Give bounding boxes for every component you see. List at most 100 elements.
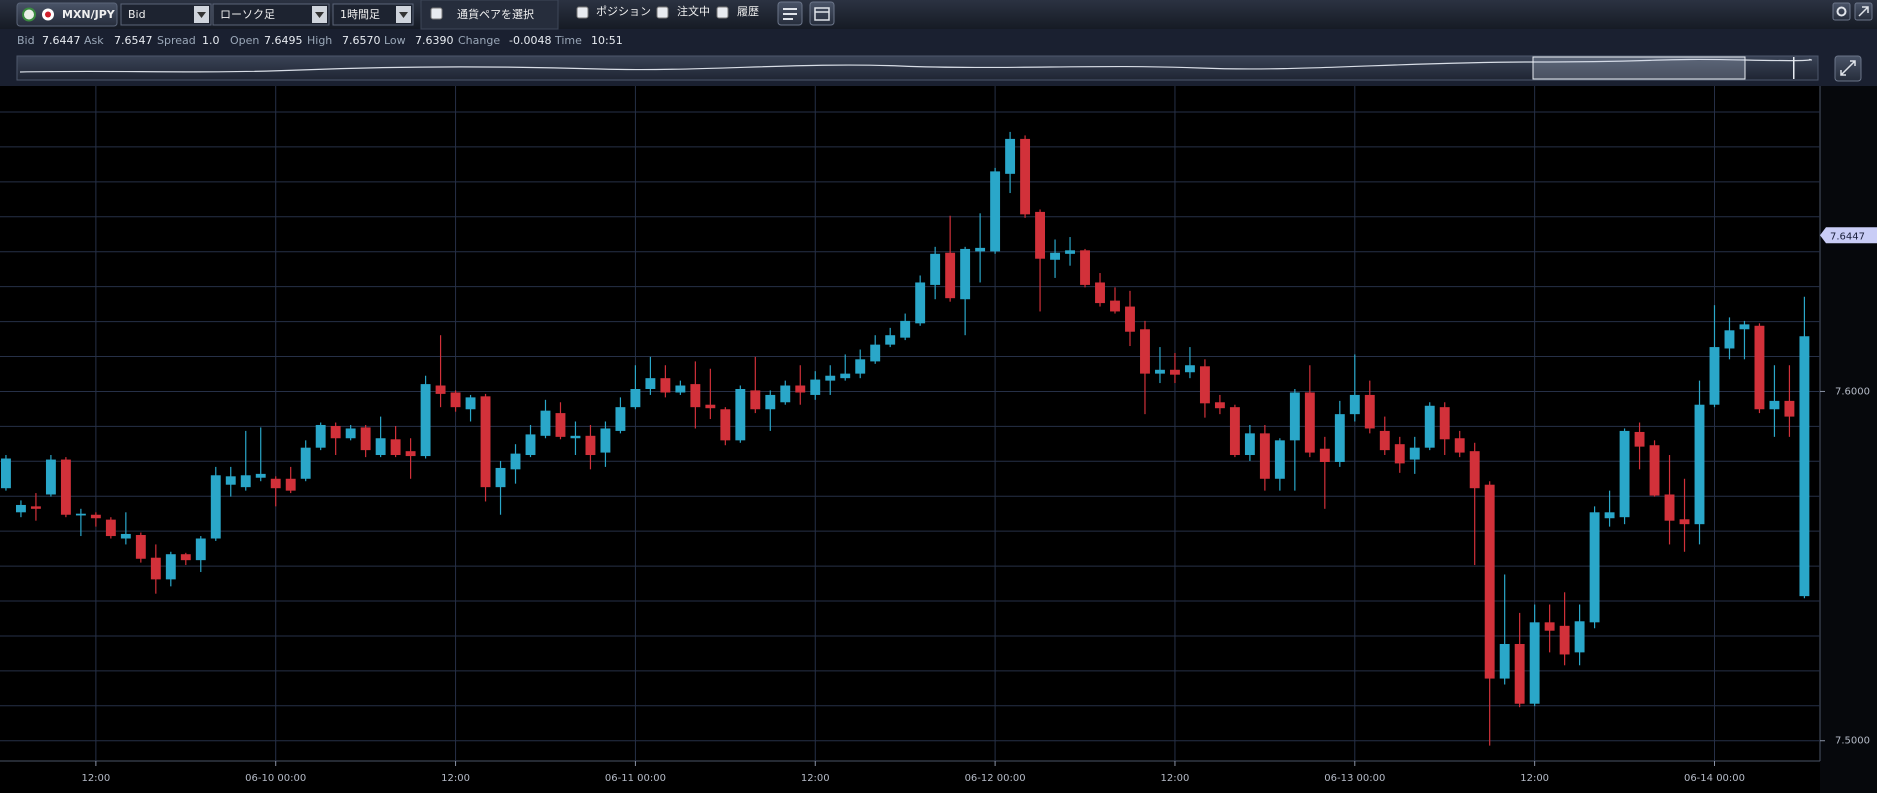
icon xyxy=(814,7,830,21)
candle-body xyxy=(1229,407,1240,456)
candle-body xyxy=(135,535,146,559)
quote-bar: Bid 7.6447 Ask 7.6547 Spread 1.0 Open 7.6495 Hig… xyxy=(17,34,623,47)
checkbox[interactable] xyxy=(656,6,669,19)
candle-body xyxy=(735,388,746,441)
navigator-marker xyxy=(1793,57,1795,79)
candle-body xyxy=(1544,622,1555,631)
candle-body xyxy=(270,478,281,489)
select-pair-panel xyxy=(420,0,559,30)
quote-value: 7.6495 xyxy=(264,34,303,47)
pair-button[interactable] xyxy=(16,2,118,27)
candle-body xyxy=(525,434,536,456)
x-tick-label: 06-14 00:00 xyxy=(1684,773,1745,784)
candle-body xyxy=(1035,211,1046,259)
candle-body xyxy=(1095,282,1105,304)
candle-body xyxy=(1634,431,1645,447)
chart-style: ローソク足 xyxy=(220,8,275,21)
candle-body xyxy=(1619,430,1630,518)
candle-body xyxy=(1170,369,1180,375)
candle-body xyxy=(1679,519,1690,525)
candle-body xyxy=(1394,444,1405,464)
candle-body xyxy=(210,475,221,539)
icon xyxy=(1840,60,1856,76)
candle-body xyxy=(300,447,311,479)
icon xyxy=(1858,6,1869,17)
candle-body xyxy=(165,554,176,580)
checkbox[interactable] xyxy=(430,7,443,20)
candle-body xyxy=(1469,451,1480,489)
x-tick-label: 12:00 xyxy=(1520,773,1549,784)
candle-body xyxy=(1304,392,1315,453)
candle-body xyxy=(585,435,596,456)
x-tick-label: 12:00 xyxy=(1161,773,1190,784)
quote-value: 7.6447 xyxy=(42,34,81,47)
candle-body xyxy=(1110,300,1120,312)
candle-body xyxy=(1319,448,1330,463)
checkbox[interactable] xyxy=(716,6,729,19)
x-tick-label: 06-12 00:00 xyxy=(965,773,1026,784)
quote-value: 7.6570 xyxy=(342,34,381,47)
candle-body xyxy=(720,409,731,441)
quote-label: Low xyxy=(384,34,406,47)
candle-body xyxy=(1514,643,1525,704)
candle-body xyxy=(600,428,611,453)
navigator-window[interactable] xyxy=(1532,56,1746,80)
candle-body xyxy=(1259,433,1270,479)
candle-body xyxy=(1694,404,1705,525)
last-price-label: 7.6447 xyxy=(1830,231,1865,242)
chart-area xyxy=(0,86,1877,793)
candle-body xyxy=(1649,445,1660,496)
candle-body xyxy=(930,253,941,285)
settings-button[interactable] xyxy=(1832,2,1851,21)
candle-body xyxy=(1799,336,1810,597)
candle-body xyxy=(120,533,131,539)
candle-body xyxy=(75,513,86,516)
candle-body xyxy=(1439,407,1450,440)
candle-body xyxy=(435,385,446,394)
x-tick-label: 06-13 00:00 xyxy=(1324,773,1385,784)
candle-body xyxy=(375,438,386,456)
candle-body xyxy=(1349,394,1360,415)
x-tick-label: 12:00 xyxy=(441,773,470,784)
checkbox[interactable] xyxy=(576,6,589,19)
candle-body xyxy=(405,451,416,457)
candle-body xyxy=(960,248,971,300)
quote-label: Ask xyxy=(84,34,104,47)
candle-body xyxy=(30,506,41,509)
candle-body xyxy=(150,557,161,580)
candle-body xyxy=(1724,330,1735,349)
candle-body xyxy=(345,428,356,439)
price-type-select[interactable] xyxy=(120,3,212,26)
candle-body xyxy=(885,335,896,345)
candle-body xyxy=(1739,324,1750,330)
navigator[interactable] xyxy=(16,55,1819,81)
candle-body xyxy=(1214,402,1225,409)
candle-body xyxy=(1020,138,1031,215)
candle-body xyxy=(1409,447,1420,460)
candle-body xyxy=(570,435,581,439)
timeframe-select[interactable] xyxy=(332,3,414,26)
y-tick-label: 7.5000 xyxy=(1835,736,1870,747)
quote-value: 7.6547 xyxy=(114,34,153,47)
candle-body xyxy=(1274,440,1285,479)
candle-body xyxy=(1199,366,1210,404)
candle-body xyxy=(690,384,701,408)
candle-body xyxy=(225,476,236,485)
candle-body xyxy=(1080,250,1090,285)
pair-label: MXN/JPY xyxy=(62,8,116,21)
quote-value: -0.0048 xyxy=(509,34,551,47)
timeframe: 1時間足 xyxy=(340,8,380,21)
flag-jp-dot xyxy=(45,11,51,18)
candle-body xyxy=(810,379,821,395)
candle-body xyxy=(1424,405,1435,448)
chart-style-select[interactable] xyxy=(212,3,330,26)
candle-body xyxy=(285,478,296,491)
candle-body xyxy=(15,504,26,513)
y-tick-label: 7.6000 xyxy=(1835,386,1870,397)
toggle-label: 履歴 xyxy=(737,5,759,18)
icon-button[interactable] xyxy=(809,1,835,26)
candle-body xyxy=(1589,512,1600,623)
x-tick-label: 12:00 xyxy=(81,773,110,784)
candle-body xyxy=(240,475,251,488)
